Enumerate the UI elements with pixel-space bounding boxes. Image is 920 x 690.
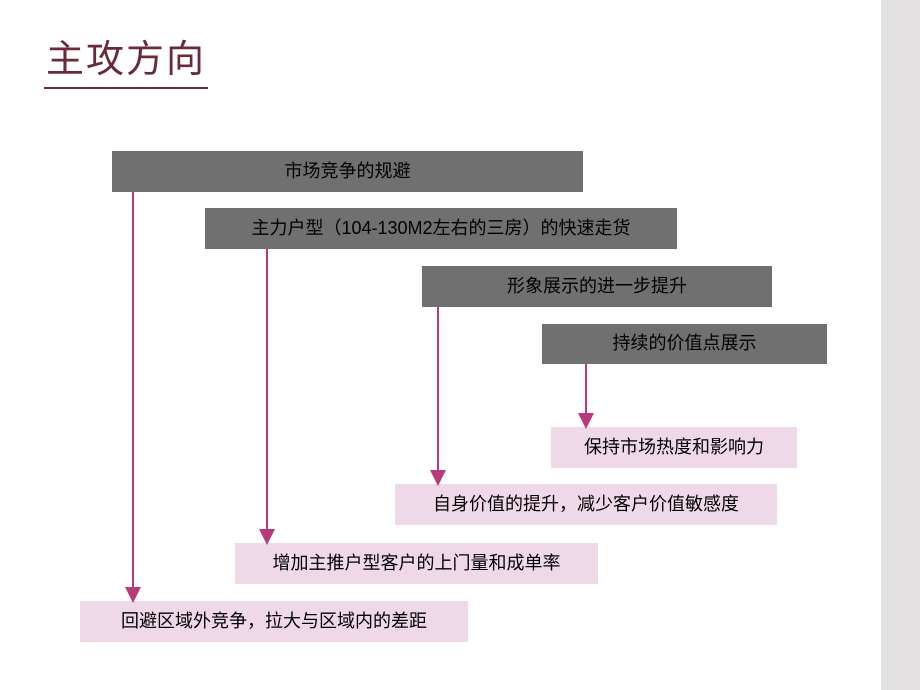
result-box-1-text: 回避区域外竞争，拉大与区域内的差距 [121,609,427,634]
result-box-2: 增加主推户型客户的上门量和成单率 [235,543,598,584]
slide-canvas: 主攻方向 市场竞争的规避 主力户型（104-130M2左右的三房）的快速走货 形… [0,0,881,690]
result-box-4-text: 保持市场热度和影响力 [584,435,764,460]
strategy-box-2-text: 主力户型（104-130M2左右的三房）的快速走货 [251,216,630,241]
strategy-box-3: 形象展示的进一步提升 [422,266,772,307]
result-box-3-text: 自身价值的提升，减少客户价值敏感度 [433,492,739,517]
strategy-box-1-text: 市场竞争的规避 [285,159,411,184]
result-box-3: 自身价值的提升，减少客户价值敏感度 [395,484,777,525]
result-box-1: 回避区域外竞争，拉大与区域内的差距 [80,601,468,642]
strategy-box-1: 市场竞争的规避 [112,151,583,192]
strategy-box-4: 持续的价值点展示 [542,324,827,364]
strategy-box-2: 主力户型（104-130M2左右的三房）的快速走货 [205,208,677,249]
result-box-2-text: 增加主推户型客户的上门量和成单率 [273,551,561,576]
strategy-box-4-text: 持续的价值点展示 [613,331,757,356]
slide-title: 主攻方向 [44,28,208,89]
result-box-4: 保持市场热度和影响力 [551,427,797,468]
strategy-box-3-text: 形象展示的进一步提升 [507,274,687,299]
